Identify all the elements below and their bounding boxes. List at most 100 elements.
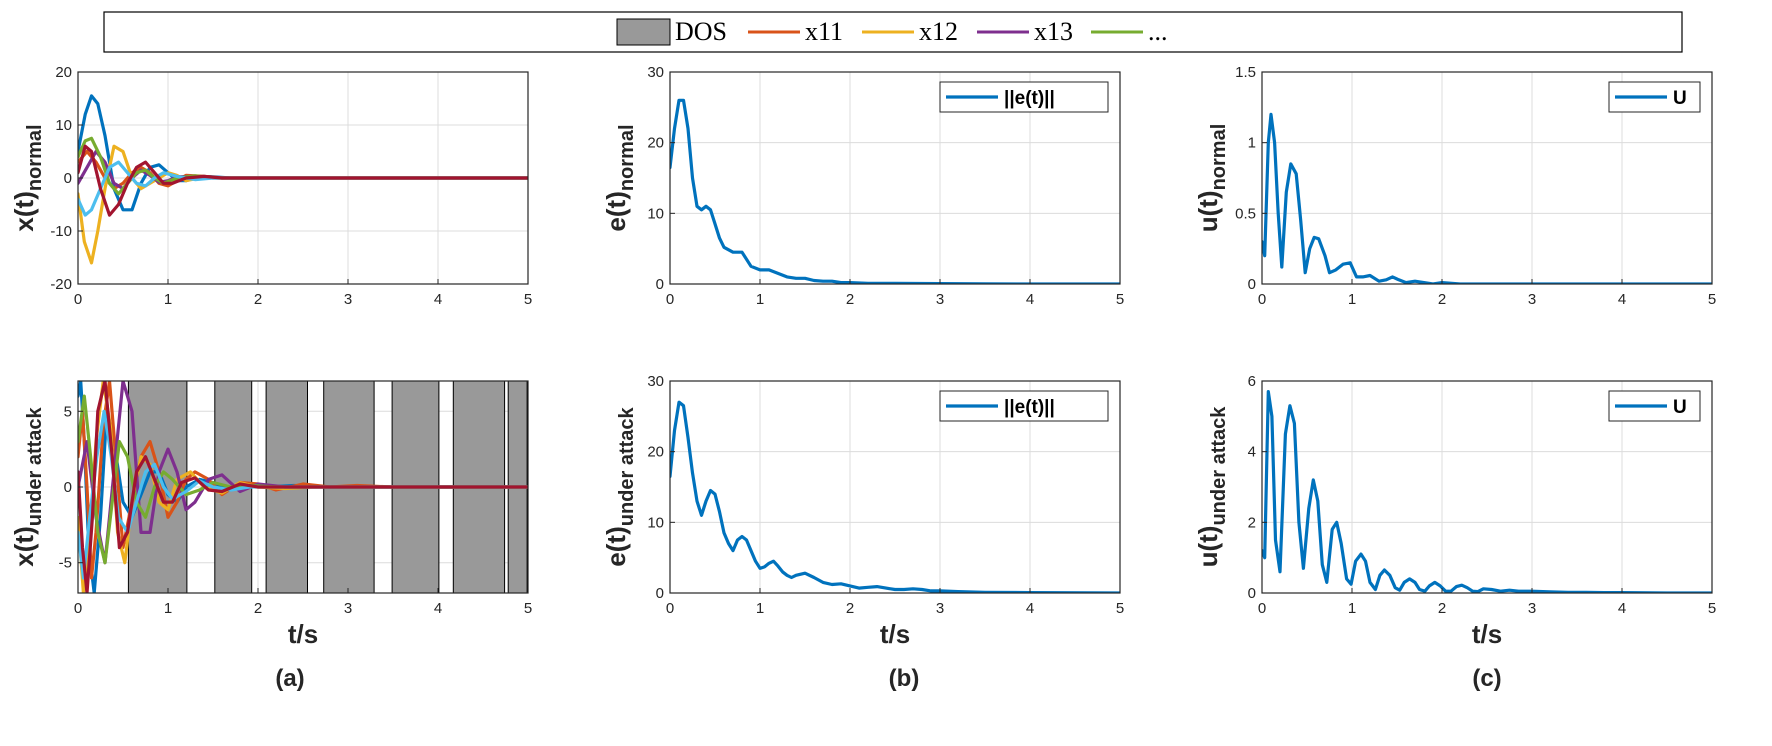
x-axis-label: t/s xyxy=(1472,619,1502,649)
panel-label-b: (b) xyxy=(889,665,920,692)
subplot-b_normal: 0 1 2 3 4 5 0 10 20 30 e(t)normal ||e(t)|| xyxy=(601,64,1124,308)
y-axis-label-sub: under attack xyxy=(24,406,46,526)
y-axis-label: u(t)under attack xyxy=(1193,406,1230,568)
legend-x11-label: x11 xyxy=(805,17,843,46)
y-tick-label: 5 xyxy=(64,403,72,420)
x-tick-label: 0 xyxy=(74,600,82,617)
x-tick-label: 3 xyxy=(344,291,352,308)
subplot-b_attack: 0 1 2 3 4 5 0 10 20 30 e(t)under attack t/s ||e(t)|| xyxy=(601,373,1124,649)
legend-x12-label: x12 xyxy=(919,17,958,46)
x-tick-label: 0 xyxy=(666,291,674,308)
x-tick-label: 3 xyxy=(344,600,352,617)
y-tick-label: 10 xyxy=(55,117,72,134)
y-axis-label: x(t)normal xyxy=(9,124,46,231)
legend-dos-swatch xyxy=(616,18,671,46)
x-axis-label: t/s xyxy=(880,619,910,649)
series-group xyxy=(670,98,1120,284)
legend-dos-label: DOS xyxy=(675,17,727,46)
x-tick-label: 5 xyxy=(524,291,532,308)
y-tick-label: 0 xyxy=(64,479,72,496)
y-tick-label: 0 xyxy=(1248,276,1256,293)
y-tick-label: -20 xyxy=(50,276,72,293)
x-tick-label: 4 xyxy=(434,600,442,617)
x-axis-label: t/s xyxy=(288,619,318,649)
y-tick-label: 2 xyxy=(1248,514,1256,531)
series-group xyxy=(78,94,528,265)
axes-legend-label: ||e(t)|| xyxy=(1004,88,1055,109)
y-axis-label-main: x(t) xyxy=(9,526,39,566)
x-tick-label: 5 xyxy=(524,600,532,617)
subplot-c_attack: 0 1 2 3 4 5 0 2 4 6 u(t)under attack t/s U xyxy=(1193,373,1716,649)
y-tick-label: 0.5 xyxy=(1235,205,1256,222)
y-axis-label-sub: normal xyxy=(616,124,638,191)
panel-label-a: (a) xyxy=(275,665,304,692)
subplot-a_attack: 0 1 2 3 4 5 -5 0 5 x(t)under attack t/s xyxy=(9,380,532,649)
y-axis-label-sub: under attack xyxy=(1208,406,1230,526)
x-tick-label: 4 xyxy=(1026,291,1034,308)
subplot-c_normal: 0 1 2 3 4 5 0 0.5 1 1.5 u(t)normal U xyxy=(1193,64,1716,308)
top-legend: DOS x11 x12 x13 ... xyxy=(103,11,1683,53)
x-tick-label: 2 xyxy=(846,291,854,308)
axes-frame xyxy=(1261,380,1713,594)
series-group xyxy=(78,381,528,593)
y-axis-label: x(t)under attack xyxy=(9,406,46,566)
x-tick-label: 4 xyxy=(1618,291,1626,308)
x-tick-label: 1 xyxy=(756,291,764,308)
x-tick-label: 5 xyxy=(1708,291,1716,308)
y-tick-label: 1 xyxy=(1248,135,1256,152)
y-axis-label-main: u(t) xyxy=(1193,526,1223,568)
x-tick-label: 0 xyxy=(1258,600,1266,617)
y-axis-label-main: x(t) xyxy=(9,191,39,231)
x-tick-label: 1 xyxy=(1348,600,1356,617)
y-tick-label: 6 xyxy=(1248,373,1256,390)
y-axis-label-sub: normal xyxy=(24,124,46,191)
x-tick-label: 4 xyxy=(1618,600,1626,617)
subplot-a_normal: 0 1 2 3 4 5 -20 -10 0 10 20 x(t)normal xyxy=(9,64,532,308)
y-tick-label: 30 xyxy=(647,373,664,390)
series-group xyxy=(1262,112,1712,284)
y-tick-label: 10 xyxy=(647,205,664,222)
x-tick-label: 2 xyxy=(254,600,262,617)
x-tick-label: 2 xyxy=(254,291,262,308)
x-tick-label: 2 xyxy=(1438,291,1446,308)
axes-frame xyxy=(669,71,1121,285)
y-tick-label: 30 xyxy=(647,64,664,81)
axes-legend-label: U xyxy=(1673,88,1687,109)
y-tick-label: -10 xyxy=(50,223,72,240)
panel-label-c: (c) xyxy=(1472,665,1501,692)
x-tick-label: 4 xyxy=(434,291,442,308)
y-tick-label: 4 xyxy=(1248,444,1256,461)
x-tick-label: 3 xyxy=(1528,600,1536,617)
x-tick-label: 2 xyxy=(1438,600,1446,617)
x-tick-label: 5 xyxy=(1116,291,1124,308)
y-tick-label: -5 xyxy=(59,555,72,572)
y-axis-label: e(t)under attack xyxy=(601,406,638,566)
y-tick-label: 0 xyxy=(656,276,664,293)
axes-frame xyxy=(1261,71,1713,285)
series-line-0 xyxy=(1262,112,1712,284)
x-tick-label: 0 xyxy=(1258,291,1266,308)
x-tick-label: 1 xyxy=(1348,291,1356,308)
y-tick-label: 0 xyxy=(64,170,72,187)
x-tick-label: 3 xyxy=(936,291,944,308)
legend-x13-label: x13 xyxy=(1034,17,1073,46)
y-tick-label: 0 xyxy=(656,585,664,602)
x-tick-label: 1 xyxy=(756,600,764,617)
x-tick-label: 1 xyxy=(164,291,172,308)
axes-legend-label: ||e(t)|| xyxy=(1004,397,1055,418)
x-tick-label: 4 xyxy=(1026,600,1034,617)
y-axis-label-sub: normal xyxy=(1208,124,1230,191)
y-tick-label: 20 xyxy=(647,135,664,152)
series-line-0 xyxy=(670,400,1120,593)
series-line-0 xyxy=(1262,390,1712,593)
series-line-6 xyxy=(78,144,528,217)
x-tick-label: 0 xyxy=(74,291,82,308)
x-tick-label: 2 xyxy=(846,600,854,617)
y-axis-label-main: u(t) xyxy=(1193,190,1223,232)
x-tick-label: 5 xyxy=(1708,600,1716,617)
legend-more-label: ... xyxy=(1148,17,1168,46)
y-axis-label-main: e(t) xyxy=(601,191,631,231)
y-axis-label: e(t)normal xyxy=(601,124,638,231)
y-tick-label: 20 xyxy=(647,444,664,461)
